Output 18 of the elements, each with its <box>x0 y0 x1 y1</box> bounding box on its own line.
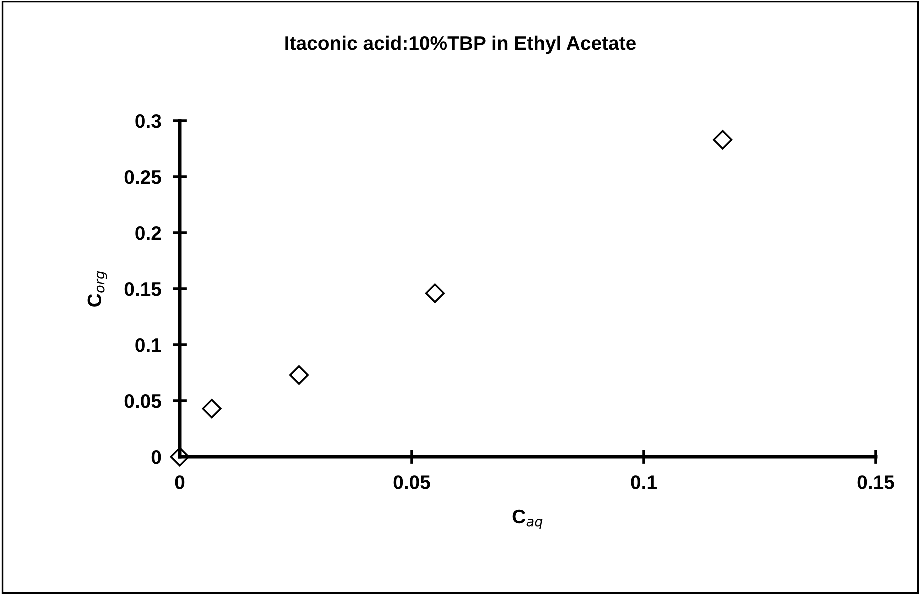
y-tick-label: 0.3 <box>136 114 162 128</box>
y-tick-label: 0.1 <box>136 338 162 352</box>
point <box>202 399 222 419</box>
x-axis-title: C$_{aq}$ <box>512 510 543 530</box>
y-axis-title: C$_{org}$ <box>88 271 108 307</box>
point <box>290 365 309 385</box>
x-tick-label: 0 <box>175 476 185 490</box>
chart-title: Itaconic acid:10%TBP in Ethyl Acetate <box>286 36 636 54</box>
x-tick-label: 0.15 <box>858 476 894 490</box>
y-tick-label: 0 <box>152 450 162 464</box>
x-tick-label: 0.1 <box>631 476 657 490</box>
y-tick-label: 0.25 <box>124 170 162 184</box>
x-tick-label: 0.05 <box>394 476 430 490</box>
y-tick-label: 0.05 <box>124 394 162 408</box>
point <box>713 130 733 150</box>
y-tick-label: 0.15 <box>124 282 162 296</box>
point <box>425 284 445 304</box>
y-tick-label: 0.2 <box>136 226 162 240</box>
